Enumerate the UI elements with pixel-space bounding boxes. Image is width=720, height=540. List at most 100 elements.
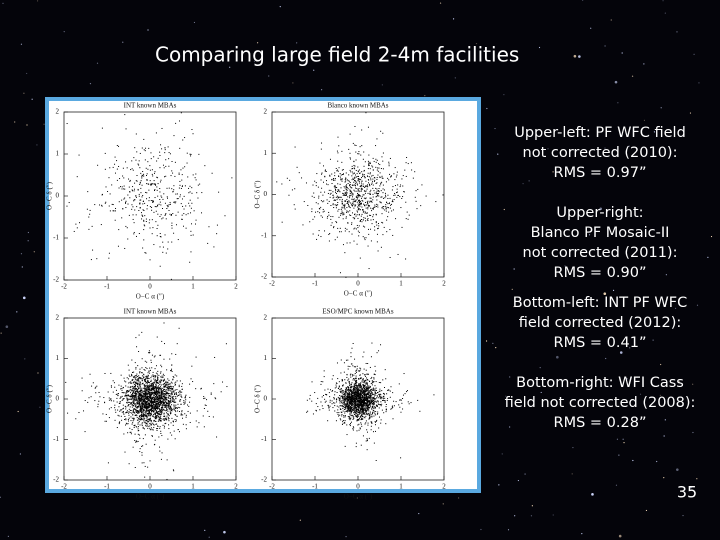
scatter-dot [104,152,106,154]
scatter-dot [144,395,146,397]
scatter-dot [362,219,364,221]
scatter-dot [161,391,163,393]
scatter-dot [363,403,365,405]
scatter-dot [191,187,193,189]
scatter-dot [388,161,390,163]
scatter-dot [142,404,144,406]
scatter-dot [173,401,175,403]
scatter-dot [162,404,164,406]
scatter-dot [368,176,370,178]
scatter-dot [134,376,136,378]
scatter-dot [402,175,404,177]
scatter-dot [135,392,137,394]
scatter-dot [351,187,353,189]
scatter-dot [369,201,371,203]
scatter-dot [172,385,174,387]
scatter-dot [358,397,360,399]
scatter-dot [131,375,133,377]
scatter-dot [334,199,336,201]
scatter-dot [157,405,159,407]
scatter-dot [177,403,179,405]
scatter-dot [360,219,362,221]
scatter-dot [148,419,150,421]
scatter-dot [363,388,365,390]
scatter-dot [161,392,163,394]
scatter-dot [150,359,152,361]
scatter-dot [351,222,353,224]
scatter-dot [379,185,381,187]
scatter-dot [318,207,320,209]
scatter-dot [160,432,162,434]
scatter-dot [367,175,369,177]
scatter-dot [73,230,75,232]
scatter-dot [141,415,143,417]
scatter-dot [345,391,347,393]
scatter-dot [163,375,165,377]
scatter-dot [353,240,355,242]
scatter-dot [127,432,129,434]
scatter-dot [365,405,367,407]
scatter-dot [396,188,398,190]
scatter-dot [348,195,350,197]
scatter-dot [145,404,147,406]
scatter-dot [331,178,333,180]
scatter-dot [167,401,169,403]
scatter-dot [180,391,182,393]
scatter-dot [220,391,222,393]
scatter-dot [309,398,311,400]
scatter-dot [168,389,170,391]
scatter-dot [138,398,140,400]
scatter-dot [146,376,148,378]
star [552,514,554,516]
scatter-dot [204,165,206,167]
scatter-dot [169,383,171,385]
scatter-dot [174,382,176,384]
scatter-dot [126,390,128,392]
scatter-dot [119,402,121,404]
scatter-dot [396,171,398,173]
scatter-dot [155,389,157,391]
scatter-dot [114,409,116,411]
scatter-dot [149,409,151,411]
scatter-dot [132,387,134,389]
scatter-dot [318,230,320,232]
scatter-dot [402,185,404,187]
scatter-dot [171,188,173,190]
scatter-dot [161,413,163,415]
scatter-dot [214,397,216,399]
scatter-dot [129,375,131,377]
scatter-dot [139,383,141,385]
scatter-dot [200,388,202,390]
scatter-dot [152,386,154,388]
scatter-dot [167,404,169,406]
scatter-dot [365,362,367,364]
scatter-dot [198,422,200,424]
scatter-dot [127,405,129,407]
scatter-dot [389,229,391,231]
scatter-dot [341,423,343,425]
scatter-dot [349,411,351,413]
star [615,484,618,486]
scatter-dot [149,386,151,388]
scatter-dot [169,405,171,407]
scatter-dot [326,199,328,201]
scatter-dot [132,412,134,414]
scatter-dot [154,417,156,419]
star [588,234,591,236]
scatter-dot [357,388,359,390]
scatter-dot [369,397,371,399]
scatter-dot [374,392,376,394]
scatter-dot [351,205,353,207]
scatter-dot [362,411,364,413]
scatter-dot [356,365,358,367]
scatter-dot [381,181,383,183]
scatter-dot [153,444,155,446]
scatter-dot [343,404,345,406]
scatter-dot [136,375,138,377]
scatter-dot [151,209,153,211]
scatter-dot [156,391,158,393]
scatter-dot [179,120,181,122]
scatter-dot [146,395,148,397]
scatter-dot [143,410,145,412]
scatter-dot [119,186,121,188]
